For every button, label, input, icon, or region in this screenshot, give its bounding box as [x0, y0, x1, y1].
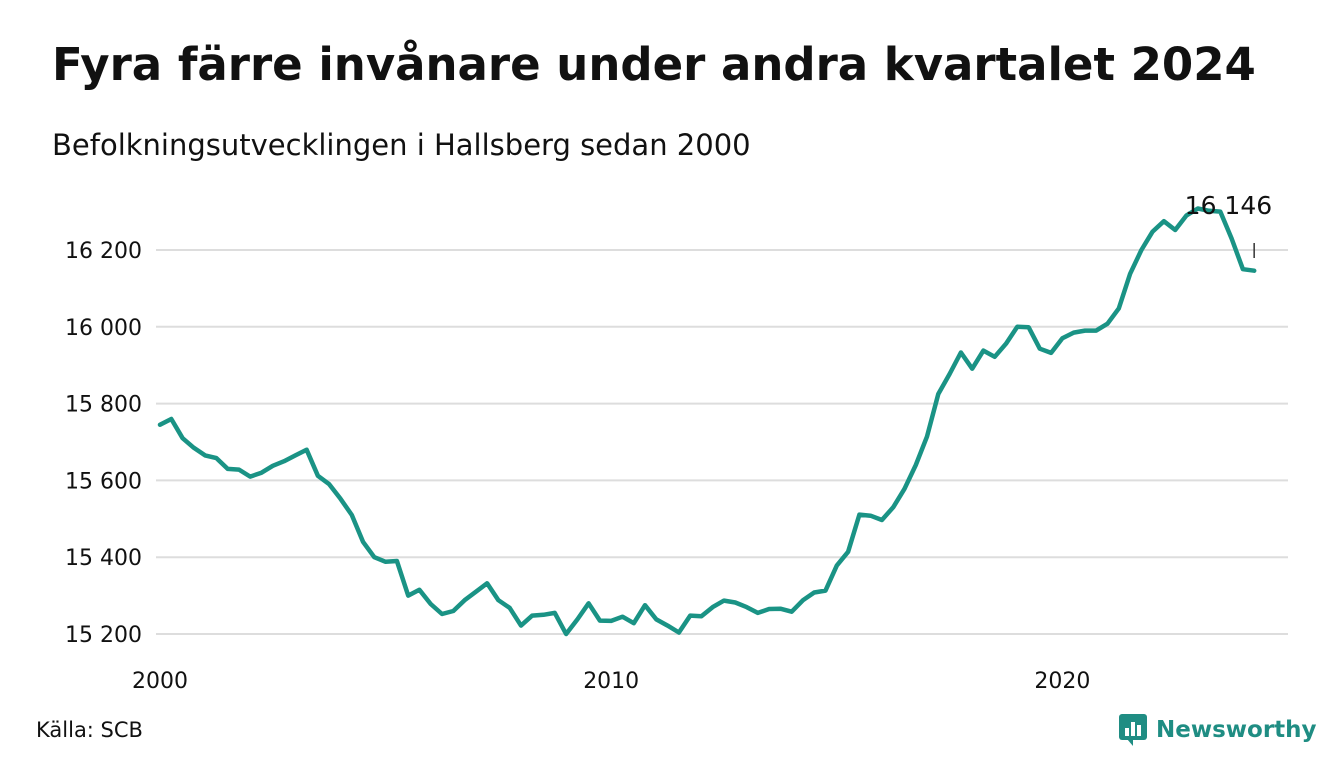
source-label: Källa: SCB [36, 718, 143, 742]
brand-name: Newsworthy [1156, 717, 1317, 743]
y-tick-label: 15 400 [65, 546, 142, 571]
x-tick-label: 2010 [583, 669, 639, 694]
y-tick-label: 15 600 [65, 469, 142, 494]
newsworthy-logo-icon [1119, 714, 1147, 746]
y-tick-label: 15 200 [65, 623, 142, 648]
end-value-label: 16 146 [1185, 191, 1272, 220]
y-tick-label: 15 800 [65, 393, 142, 418]
y-tick-label: 16 200 [65, 239, 142, 264]
x-tick-label: 2000 [132, 669, 188, 694]
y-tick-label: 16 000 [65, 316, 142, 341]
chart-subtitle: Befolkningsutvecklingen i Hallsberg seda… [52, 128, 751, 162]
line-chart: 15 200 15 400 15 600 15 800 16 000 16 200 2000… [65, 191, 1288, 694]
chart-title: Fyra färre invånare under andra kvartale… [52, 38, 1256, 91]
series-line [157, 206, 1257, 637]
x-tick-label: 2020 [1034, 669, 1090, 694]
brand-logo: Newsworthy [1118, 712, 1317, 748]
